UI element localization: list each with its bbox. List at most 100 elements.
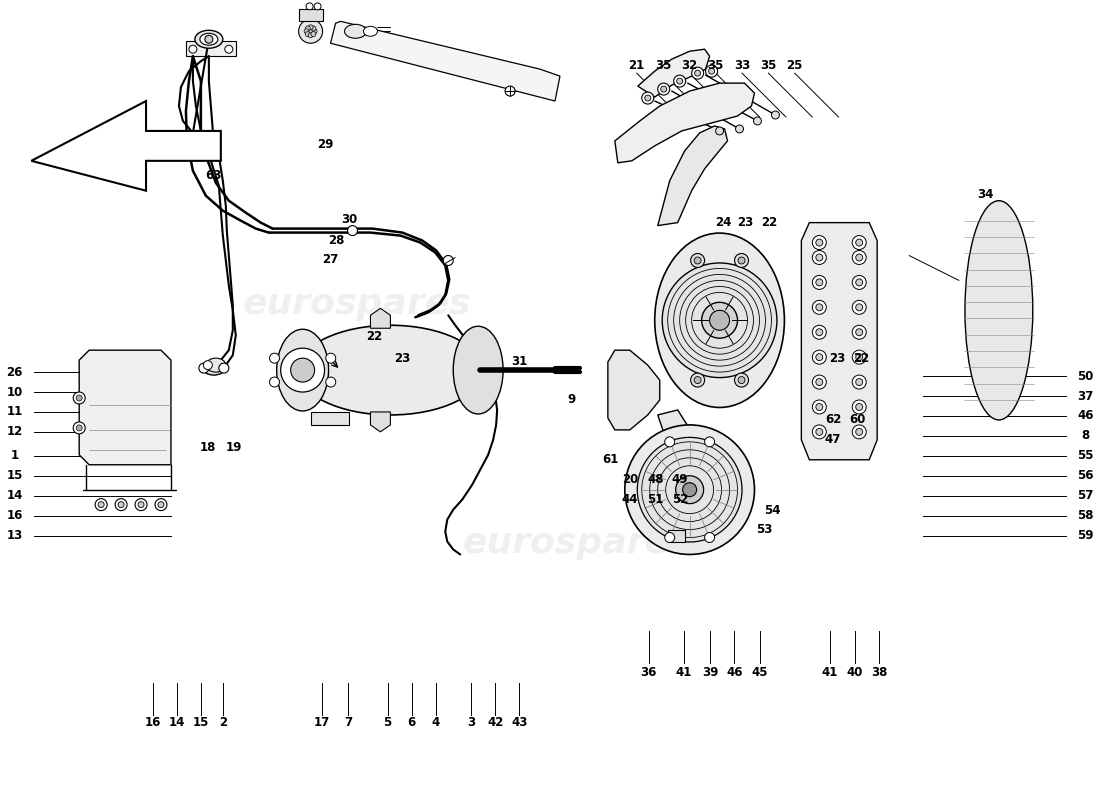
Circle shape [812, 425, 826, 439]
Circle shape [738, 257, 745, 264]
Text: 54: 54 [764, 503, 781, 517]
Text: 18: 18 [199, 442, 216, 454]
Circle shape [856, 239, 862, 246]
Circle shape [816, 329, 823, 336]
Text: 52: 52 [672, 493, 689, 506]
Circle shape [816, 403, 823, 410]
Circle shape [705, 65, 717, 77]
Circle shape [852, 326, 866, 339]
Text: 6: 6 [408, 716, 416, 730]
Text: 21: 21 [628, 58, 645, 72]
Text: 33: 33 [734, 58, 750, 72]
Polygon shape [615, 83, 755, 163]
Text: 3: 3 [466, 716, 475, 730]
Circle shape [348, 226, 358, 235]
Circle shape [204, 361, 212, 370]
Circle shape [219, 363, 229, 373]
Polygon shape [658, 410, 727, 485]
Text: eurospares: eurospares [462, 526, 691, 561]
Circle shape [738, 377, 745, 383]
Circle shape [664, 437, 674, 447]
Ellipse shape [637, 438, 743, 542]
Text: 9: 9 [568, 394, 576, 406]
Text: 56: 56 [1077, 470, 1093, 482]
Circle shape [852, 300, 866, 314]
Text: 32: 32 [681, 58, 697, 72]
Text: 60: 60 [849, 414, 866, 426]
Circle shape [306, 32, 310, 37]
Circle shape [76, 425, 82, 431]
Text: 35: 35 [654, 58, 671, 72]
Circle shape [856, 429, 862, 435]
Text: 19: 19 [226, 442, 242, 454]
Ellipse shape [195, 30, 223, 48]
Circle shape [694, 377, 701, 383]
Circle shape [812, 275, 826, 290]
Circle shape [735, 373, 748, 387]
Circle shape [290, 358, 315, 382]
Text: 23: 23 [829, 352, 846, 365]
Circle shape [443, 255, 453, 266]
Circle shape [816, 354, 823, 361]
Circle shape [692, 67, 704, 79]
Text: 43: 43 [512, 716, 528, 730]
Ellipse shape [654, 233, 784, 407]
Circle shape [74, 392, 85, 404]
Polygon shape [186, 42, 235, 56]
Circle shape [710, 310, 729, 330]
Text: 22: 22 [761, 216, 778, 229]
Circle shape [641, 92, 653, 104]
Circle shape [852, 425, 866, 439]
Circle shape [694, 257, 701, 264]
Circle shape [852, 400, 866, 414]
Text: 15: 15 [7, 470, 23, 482]
Circle shape [694, 70, 701, 76]
Circle shape [691, 373, 705, 387]
Text: 23: 23 [737, 216, 754, 229]
Text: 50: 50 [1077, 370, 1093, 382]
Polygon shape [310, 412, 349, 425]
Circle shape [673, 75, 685, 87]
Polygon shape [658, 126, 727, 226]
Circle shape [812, 350, 826, 364]
Text: 36: 36 [640, 666, 657, 679]
Circle shape [326, 377, 336, 387]
Text: 42: 42 [487, 716, 504, 730]
Text: 24: 24 [715, 216, 732, 229]
Text: 61: 61 [602, 454, 618, 466]
Circle shape [306, 26, 310, 31]
Circle shape [312, 29, 317, 34]
Circle shape [658, 83, 670, 95]
Text: 5: 5 [384, 716, 392, 730]
Circle shape [705, 437, 715, 447]
Circle shape [856, 354, 862, 361]
Ellipse shape [206, 358, 225, 372]
Circle shape [270, 377, 279, 387]
Text: 37: 37 [1077, 390, 1093, 402]
Text: 34: 34 [978, 188, 993, 201]
Text: 31: 31 [512, 355, 527, 368]
Circle shape [118, 502, 124, 508]
Ellipse shape [965, 201, 1033, 420]
Circle shape [812, 400, 826, 414]
Text: 62: 62 [825, 414, 842, 426]
Circle shape [852, 235, 866, 250]
Text: 46: 46 [726, 666, 742, 679]
Circle shape [708, 68, 715, 74]
Circle shape [816, 378, 823, 386]
Text: 7: 7 [344, 716, 352, 730]
Text: 38: 38 [871, 666, 888, 679]
Circle shape [676, 78, 683, 84]
Circle shape [705, 533, 715, 542]
Polygon shape [298, 10, 322, 22]
Polygon shape [79, 350, 170, 465]
Text: 11: 11 [7, 406, 23, 418]
Polygon shape [331, 22, 560, 101]
Circle shape [98, 502, 104, 508]
Polygon shape [638, 50, 710, 97]
Polygon shape [371, 412, 390, 432]
Text: 16: 16 [144, 716, 161, 730]
Ellipse shape [625, 425, 755, 554]
Polygon shape [608, 350, 660, 430]
Text: 27: 27 [322, 253, 339, 266]
